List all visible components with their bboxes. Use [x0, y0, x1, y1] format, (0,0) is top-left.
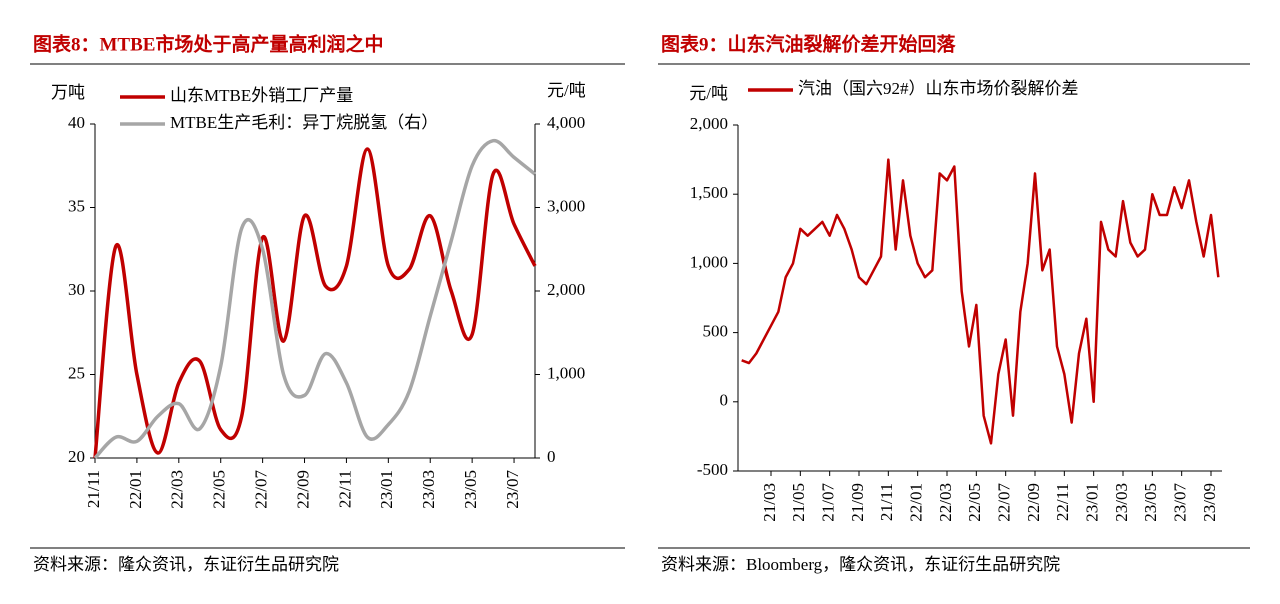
x-tick-label: 23/03 — [1112, 483, 1131, 522]
x-tick-label: 22/11 — [335, 470, 354, 508]
y2-unit: 元/吨 — [547, 81, 586, 100]
x-tick-label: 21/07 — [819, 483, 838, 522]
x-tick-label: 21/03 — [760, 483, 779, 522]
x-tick-label: 22/01 — [126, 470, 145, 509]
source-note: 资料来源：Bloomberg，隆众资讯，东证衍生品研究院 — [661, 555, 1060, 574]
y-unit: 元/吨 — [689, 84, 728, 103]
x-tick-label: 23/05 — [461, 470, 480, 509]
x-tick-label: 23/09 — [1200, 483, 1219, 522]
y2-tick-label: 4,000 — [547, 113, 585, 132]
y2-tick-label: 2,000 — [547, 280, 585, 299]
y-tick-label: 30 — [68, 280, 85, 299]
x-tick-label: 23/05 — [1141, 483, 1160, 522]
series-line — [93, 138, 537, 460]
x-tick-label: 23/01 — [1083, 483, 1102, 522]
y-tick-label: 1,000 — [690, 252, 728, 271]
x-tick-label: 21/09 — [848, 483, 867, 522]
y-tick-label: 20 — [68, 447, 85, 466]
x-tick-label: 22/05 — [965, 483, 984, 522]
x-tick-label: 22/09 — [1024, 483, 1043, 522]
x-tick-label: 22/11 — [1053, 483, 1072, 521]
chart-title: 图表9：山东汽油裂解价差开始回落 — [661, 32, 957, 55]
source-note: 资料来源：隆众资讯，东证衍生品研究院 — [33, 555, 339, 574]
x-tick-label: 22/07 — [252, 470, 271, 509]
x-tick-label: 21/05 — [789, 483, 808, 522]
series-line — [741, 158, 1220, 445]
y-tick-label: 2,000 — [690, 114, 728, 133]
legend-label: 汽油（国六92#）山东市场价裂解价差 — [798, 79, 1079, 98]
x-tick-label: 23/01 — [377, 470, 396, 509]
legend-label: 山东MTBE外销工厂产量 — [170, 86, 353, 105]
y-tick-label: 0 — [720, 391, 729, 410]
y-tick-label: 500 — [703, 322, 729, 341]
y-unit: 万吨 — [51, 83, 85, 102]
x-tick-label: 21/11 — [84, 470, 103, 508]
series-line — [93, 147, 537, 459]
y-tick-label: -500 — [697, 460, 728, 479]
x-tick-label: 22/03 — [936, 483, 955, 522]
y2-tick-label: 3,000 — [547, 196, 585, 215]
x-tick-label: 22/09 — [293, 470, 312, 509]
x-tick-label: 23/03 — [419, 470, 438, 509]
y-tick-label: 25 — [68, 363, 85, 382]
legend-label: MTBE生产毛利：异丁烷脱氢（右） — [170, 113, 438, 132]
y-tick-label: 35 — [68, 196, 85, 215]
chart-title: 图表8：MTBE市场处于高产量高利润之中 — [33, 32, 383, 55]
x-tick-label: 23/07 — [503, 470, 522, 509]
y-tick-label: 40 — [68, 113, 85, 132]
y2-tick-label: 0 — [547, 447, 556, 466]
x-tick-label: 21/11 — [877, 483, 896, 521]
x-tick-label: 23/07 — [1171, 483, 1190, 522]
x-tick-label: 22/05 — [210, 470, 229, 509]
y2-tick-label: 1,000 — [547, 363, 585, 382]
x-tick-label: 22/03 — [168, 470, 187, 509]
x-tick-label: 22/07 — [995, 483, 1014, 522]
x-tick-label: 22/01 — [907, 483, 926, 522]
y-tick-label: 1,500 — [690, 183, 728, 202]
